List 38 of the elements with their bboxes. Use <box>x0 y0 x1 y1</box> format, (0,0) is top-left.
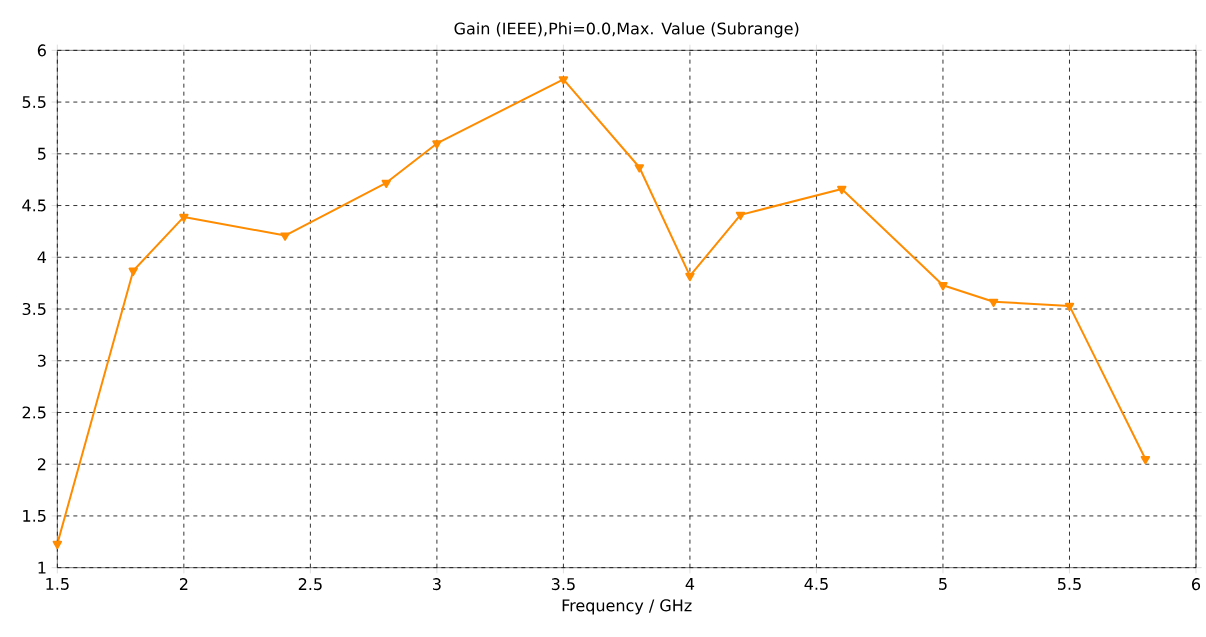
x-tick-label: 3.5 <box>551 578 575 591</box>
y-tick-label: 3.5 <box>22 302 46 316</box>
x-tick-label: 2.5 <box>298 578 322 591</box>
point <box>280 232 290 241</box>
point <box>938 282 948 291</box>
point <box>1140 455 1151 465</box>
y-tick-label: 1.5 <box>23 509 46 522</box>
point <box>52 540 63 550</box>
y-tick-label: 5 <box>37 147 46 160</box>
y-tick-label: 1 <box>38 561 46 574</box>
chart-title: Gain (IEEE),Phi=0.0,Max. Value (Subrange) <box>454 22 799 38</box>
x-tick-label: 4 <box>685 578 695 590</box>
point <box>634 164 645 173</box>
point <box>179 213 189 223</box>
x-tick-label: 1.5 <box>46 578 69 590</box>
point <box>837 185 847 195</box>
x-axis-title: Frequency / GHz <box>562 599 692 615</box>
x-tick-label: 2 <box>179 578 188 590</box>
point <box>432 140 442 149</box>
y-tick-label: 2.5 <box>22 406 46 419</box>
y-tick-label: 4 <box>37 251 47 264</box>
y-tick-label: 2 <box>37 458 46 471</box>
x-tick-label: 3 <box>433 578 441 591</box>
x-tick-label: 5 <box>939 578 947 590</box>
x-tick-label: 4.5 <box>804 578 828 590</box>
point <box>128 267 138 276</box>
point <box>381 179 391 189</box>
y-tick-label: 4.5 <box>22 199 46 212</box>
point <box>558 76 569 85</box>
y-tick-label: 6 <box>37 44 46 57</box>
point <box>735 211 746 221</box>
point <box>1064 302 1075 312</box>
x-tick-label: 5.5 <box>1057 578 1081 590</box>
x-tick-label: 6 <box>1192 578 1201 591</box>
point <box>988 298 999 308</box>
y-tick-label: 3 <box>37 354 46 367</box>
point <box>685 272 695 282</box>
y-tick-label: 5.5 <box>22 96 46 109</box>
